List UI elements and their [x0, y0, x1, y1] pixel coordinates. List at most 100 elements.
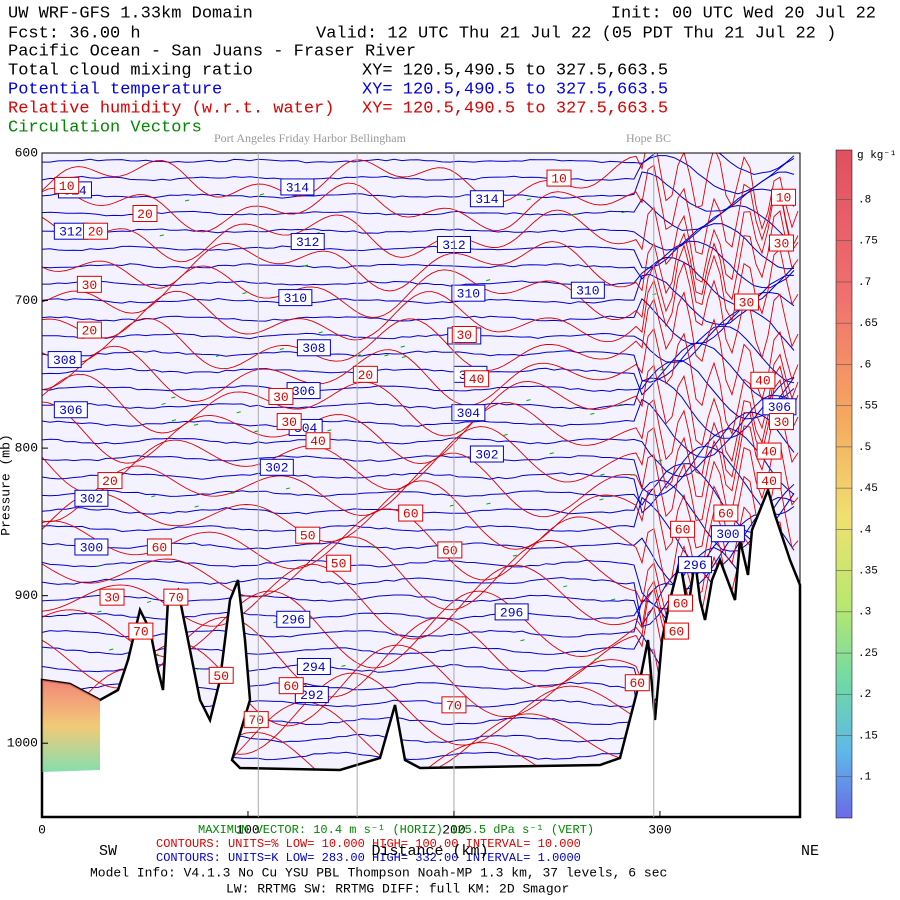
rh-label-box — [276, 413, 302, 431]
rh-contour — [42, 364, 799, 463]
rh-label-box — [398, 504, 424, 522]
vector — [318, 331, 323, 334]
y-tick-label: 600 — [15, 145, 38, 160]
vector — [503, 433, 508, 436]
rh-contour — [42, 244, 799, 322]
x-tick-label: 200 — [442, 822, 465, 837]
x-axis-label: Distance (km) — [371, 843, 488, 860]
theta-label-box — [290, 233, 325, 251]
theta-contour — [42, 325, 795, 384]
rh-label: 60 — [675, 523, 691, 538]
theta-label-box — [570, 281, 605, 299]
theta-label-box — [278, 289, 313, 307]
rh-label-box — [99, 588, 125, 606]
rh-label: 40 — [761, 474, 777, 489]
vector — [327, 429, 332, 432]
colorbar-tick-label: .1 — [858, 772, 872, 784]
vector — [486, 279, 491, 282]
theta-label: 302 — [475, 447, 498, 462]
rh-label: 20 — [358, 368, 374, 383]
vector — [512, 554, 518, 557]
rh-label: 20 — [137, 207, 153, 222]
theta-label-box — [296, 339, 331, 357]
theta-label: 302 — [265, 461, 288, 476]
rh-label-box — [733, 293, 759, 311]
theta-contour — [42, 223, 795, 270]
rh-label-box — [54, 176, 80, 194]
valid: Valid: 12 UTC Thu 21 Jul 22 (05 PDT Thu … — [316, 24, 836, 43]
vector — [652, 293, 657, 296]
field-xy: XY= 120.5,490.5 to 327.5,663.5 — [362, 61, 668, 80]
rh-label-box — [243, 711, 269, 729]
theta-label-box — [296, 657, 331, 675]
theta-label-box — [47, 351, 82, 369]
theta-label-box — [74, 489, 109, 507]
rh-label: 70 — [248, 713, 264, 728]
vector — [196, 667, 201, 670]
rh-label: 60 — [718, 506, 734, 521]
rh-label-box — [624, 674, 650, 692]
theta-label-box — [259, 458, 294, 476]
rh-label: 60 — [673, 596, 689, 611]
rh-label-box — [464, 370, 490, 388]
vector — [95, 565, 101, 568]
rh-label-box — [76, 275, 102, 293]
colorbar-tick-label: .3 — [858, 607, 871, 619]
colorbar — [835, 149, 853, 819]
colorbar-tick-label: .2 — [858, 689, 871, 701]
theta-label: 296 — [500, 605, 523, 620]
rh-label: 30 — [82, 278, 98, 293]
field-xy: XY= 120.5,490.5 to 327.5,663.5 — [362, 80, 668, 99]
vector — [341, 664, 346, 667]
rh-label: 30 — [739, 295, 755, 310]
station-names: Hope BC — [626, 131, 671, 145]
colorbar-tick-label: .15 — [858, 730, 878, 742]
rh-label: 40 — [755, 374, 771, 389]
rh-label: 70 — [133, 625, 149, 640]
theta-contour — [42, 376, 795, 439]
theta-contour — [42, 359, 795, 420]
rh-label-box — [305, 432, 331, 450]
theta-contour — [42, 427, 795, 497]
theta-label: 296 — [282, 613, 305, 628]
theta-label-box — [469, 190, 504, 208]
theta-label: 300 — [716, 527, 739, 542]
rh-label: 20 — [88, 225, 104, 240]
rh-label-box — [546, 169, 572, 187]
colorbar-tick-label: .65 — [858, 318, 878, 330]
rh-label-box — [771, 188, 797, 206]
theta-label: 314 — [286, 180, 310, 195]
right-end: NE — [801, 843, 819, 860]
footer-vector: MAXIMUM VECTOR: 10.4 m s⁻¹ (HORIZ) 125.5… — [198, 823, 594, 837]
rh-label-box — [750, 371, 776, 389]
rh-label-box — [437, 541, 463, 559]
footer-theta: CONTOURS: UNITS=K LOW= 283.00 HIGH= 332.… — [156, 851, 581, 865]
colorbar-tick-label: .7 — [858, 277, 871, 289]
rh-contour — [42, 164, 799, 255]
theta-label-box — [280, 178, 315, 196]
vector — [456, 431, 461, 433]
rh-label: 40 — [310, 434, 326, 449]
vector — [618, 403, 623, 406]
rh-label-box — [768, 234, 794, 252]
rh-label-box — [451, 325, 477, 343]
rh-contour — [42, 190, 799, 283]
vector — [549, 452, 554, 455]
rh-label-box — [326, 554, 352, 572]
rh-label-box — [97, 472, 123, 490]
field-xy: XY= 120.5,490.5 to 327.5,663.5 — [362, 99, 668, 118]
region: Pacific Ocean - San Juans - Fraser River — [8, 42, 416, 61]
vector — [599, 498, 604, 501]
field-name: Relative humidity (w.r.t. water) — [8, 99, 334, 118]
y-tick-label: 1000 — [7, 736, 38, 751]
vector — [285, 487, 291, 490]
vector — [594, 657, 599, 660]
theta-label: 310 — [576, 284, 599, 299]
rh-label-box — [128, 622, 154, 640]
rh-contour — [42, 442, 799, 523]
vector — [449, 504, 454, 507]
footer-model: Model Info: V4.1.3 No Cu YSU PBL Thompso… — [90, 865, 667, 880]
vector — [171, 419, 177, 422]
rh-label: 70 — [168, 591, 184, 606]
vector — [563, 585, 568, 588]
